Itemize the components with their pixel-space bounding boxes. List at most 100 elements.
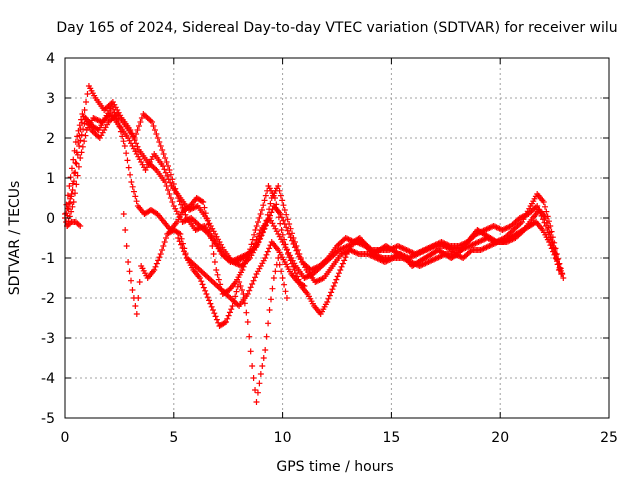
data-point [111, 109, 118, 116]
data-point [281, 281, 288, 288]
data-point [74, 133, 81, 140]
data-point [280, 217, 287, 224]
data-point [205, 221, 212, 228]
data-point [74, 172, 81, 179]
data-point [531, 219, 538, 226]
data-point [255, 219, 262, 225]
data-point [176, 198, 183, 205]
data-point [67, 199, 74, 206]
x-tick-label: 5 [169, 430, 178, 446]
data-point [129, 183, 136, 190]
data-point [182, 251, 189, 258]
data-point [167, 195, 174, 201]
data-point [214, 271, 221, 278]
data-point [553, 258, 560, 265]
data-point [492, 238, 499, 245]
data-point [259, 363, 266, 369]
data-point [252, 227, 259, 233]
data-point [291, 267, 298, 273]
data-point [73, 160, 80, 167]
x-axis-label: GPS time / hours [276, 459, 393, 475]
data-point [254, 389, 261, 396]
data-point [234, 283, 241, 290]
data-point [330, 283, 337, 289]
data-point [226, 309, 233, 316]
data-point [156, 254, 163, 261]
data-point [166, 167, 173, 173]
data-point [209, 243, 216, 249]
data-point [274, 207, 281, 214]
data-point [247, 284, 254, 291]
data-point [71, 170, 78, 177]
data-point [175, 235, 182, 241]
data-point [247, 348, 254, 355]
data-point [273, 201, 280, 208]
data-point [247, 246, 254, 253]
data-point [162, 179, 169, 185]
data-point [114, 115, 121, 122]
series-track-7 [175, 235, 308, 309]
data-point [293, 243, 300, 249]
data-point [246, 333, 253, 340]
data-point [134, 143, 141, 150]
data-point [161, 166, 168, 173]
data-point [159, 147, 166, 153]
data-point [128, 179, 135, 185]
data-point [260, 229, 267, 235]
data-point [72, 169, 79, 176]
x-tick-label: 15 [382, 430, 400, 446]
data-point [167, 171, 174, 178]
data-point [116, 123, 123, 130]
data-point [131, 135, 138, 141]
data-point [270, 275, 277, 281]
data-point [283, 224, 290, 231]
data-point [296, 251, 303, 257]
data-point [277, 211, 284, 217]
data-point [277, 192, 284, 199]
y-tick-label: -2 [41, 291, 55, 307]
data-point [177, 231, 184, 237]
data-point [223, 319, 230, 325]
data-point [286, 231, 293, 237]
chart-title: Day 165 of 2024, Sidereal Day-to-day VTE… [56, 20, 617, 36]
data-point [547, 242, 554, 249]
data-point [81, 120, 88, 127]
data-point [538, 213, 545, 219]
data-point [135, 295, 142, 301]
data-point [63, 201, 70, 208]
data-point [556, 264, 563, 271]
data-point [262, 192, 269, 199]
data-point [207, 300, 214, 307]
data-point [292, 270, 299, 277]
data-point [166, 191, 173, 197]
data-point [279, 275, 286, 281]
data-point [70, 156, 77, 163]
data-point [254, 239, 261, 246]
data-point [208, 235, 215, 241]
data-point [133, 311, 140, 317]
data-point [559, 271, 566, 277]
data-point [162, 155, 169, 161]
data-point [243, 257, 250, 264]
data-point [204, 294, 211, 301]
data-point [134, 127, 141, 133]
data-point [259, 229, 266, 236]
data-point [133, 140, 140, 147]
data-point [283, 246, 290, 253]
data-point [332, 279, 339, 286]
data-point [253, 223, 260, 229]
data-point [285, 251, 292, 257]
data-point [253, 243, 260, 249]
data-point [153, 260, 160, 267]
data-point [152, 263, 159, 270]
data-point [210, 251, 217, 257]
data-point [196, 275, 203, 281]
data-point [164, 187, 171, 193]
data-point [276, 187, 283, 194]
data-point [339, 260, 346, 267]
data-point [282, 241, 289, 248]
data-point [76, 122, 83, 129]
data-point [539, 216, 546, 223]
